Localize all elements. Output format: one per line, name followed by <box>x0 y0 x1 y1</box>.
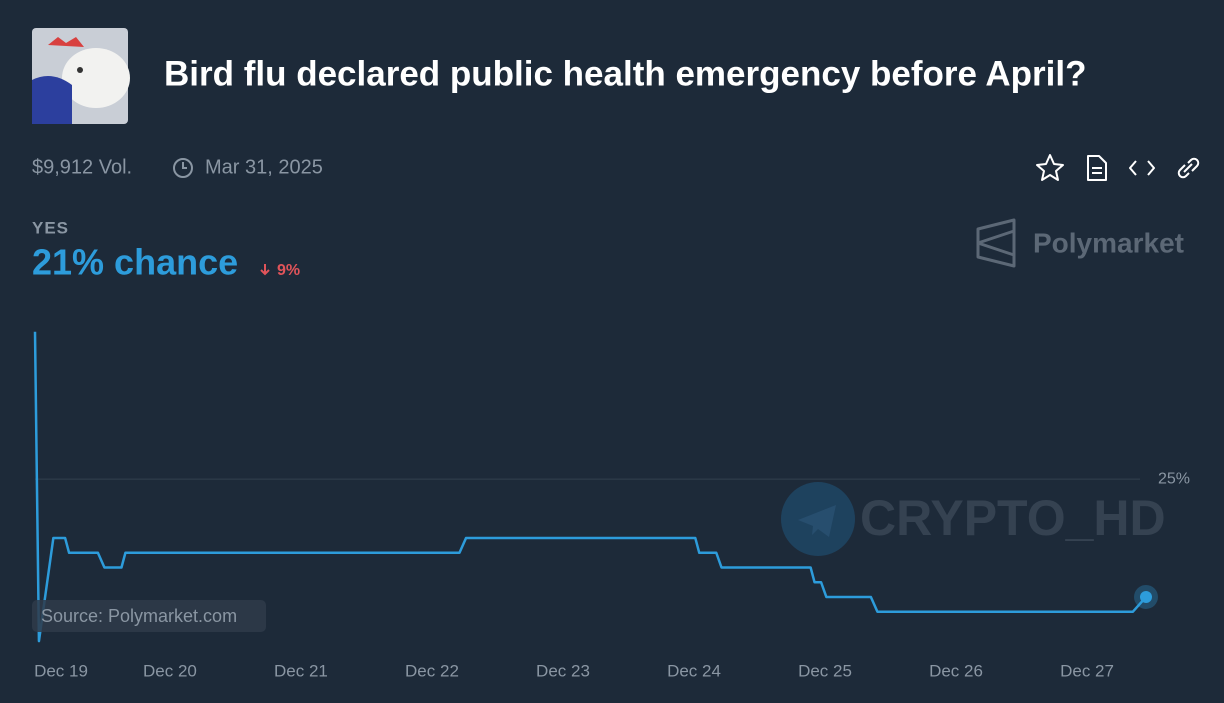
x-tick-label: Dec 19 <box>34 661 88 680</box>
brand-logo <box>976 218 1016 268</box>
x-tick-label: Dec 27 <box>1060 661 1114 680</box>
chance: 21% chance <box>32 242 238 283</box>
source-box <box>32 600 266 632</box>
x-tick-label: Dec 21 <box>274 661 328 680</box>
x-tick-label: Dec 24 <box>667 661 721 680</box>
x-tick-label: Dec 20 <box>143 661 197 680</box>
document-button[interactable] <box>1087 155 1107 181</box>
clock-icon <box>173 158 193 178</box>
volume: $9,912 Vol. <box>32 156 132 178</box>
down-arrow <box>260 264 270 276</box>
end-date: Mar 31, 2025 <box>205 156 323 178</box>
star-button[interactable] <box>1036 154 1064 181</box>
change: 9% <box>277 262 300 279</box>
link-button[interactable] <box>1177 157 1200 179</box>
x-tick-label: Dec 23 <box>536 661 590 680</box>
series-line <box>33 331 1147 643</box>
brand-name: Polymarket <box>1033 227 1184 258</box>
last-point <box>1140 590 1152 603</box>
embed-button[interactable] <box>1129 160 1155 176</box>
thumbnail <box>32 28 130 124</box>
outcome-label: YES <box>32 218 69 237</box>
x-tick-label: Dec 26 <box>929 661 983 680</box>
watermark: CRYPTO_HD <box>781 482 1166 556</box>
x-tick-label: Dec 22 <box>405 661 459 680</box>
source: Source: Polymarket.com <box>41 606 237 626</box>
x-tick-label: Dec 25 <box>798 661 852 680</box>
y-tick-label: 25% <box>1158 470 1190 487</box>
market-title: Bird flu declared public health emergenc… <box>164 54 1087 93</box>
watermark-text: CRYPTO_HD <box>860 490 1166 546</box>
